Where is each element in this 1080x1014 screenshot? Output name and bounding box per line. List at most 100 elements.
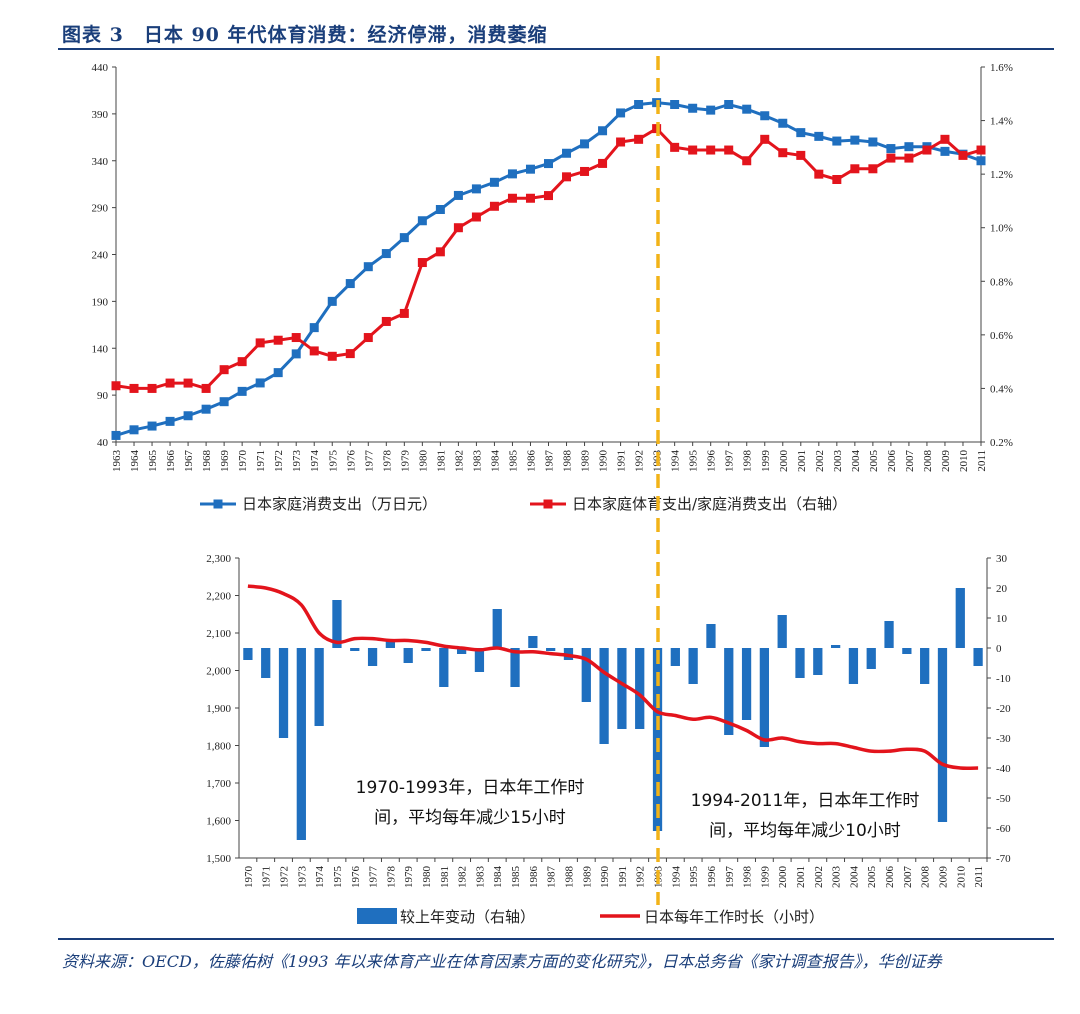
chart2-bar <box>848 648 859 684</box>
chart2-bar <box>741 648 752 720</box>
chart1-point <box>381 316 391 326</box>
chart1-x-tick-label: 1979 <box>399 450 411 473</box>
title-rule <box>58 48 1054 50</box>
chart1-point <box>471 184 481 194</box>
chart1-point <box>489 201 499 211</box>
chart1-x-tick-label: 1975 <box>327 450 339 473</box>
chart2-bar <box>456 648 467 654</box>
chart1-point <box>381 249 391 259</box>
chart2-x-tick-label: 2004 <box>848 866 860 889</box>
chart1-x-tick-label: 1984 <box>489 450 501 473</box>
chart2-right-tick-label: -50 <box>996 793 1011 805</box>
chart1-point <box>706 145 716 155</box>
chart1-point <box>201 383 211 393</box>
chart1-x-tick-label: 1971 <box>255 450 267 472</box>
chart1-x-tick-label: 1974 <box>309 450 321 473</box>
chart2-left-tick-label: 1,500 <box>206 853 231 865</box>
chart1-x-tick-label: 1980 <box>417 450 429 473</box>
chart1-left-tick-label: 140 <box>92 343 109 355</box>
chart2-x-tick-label: 1995 <box>688 866 700 889</box>
chart2-bar <box>777 615 787 648</box>
chart1-point <box>111 430 121 440</box>
chart2-right-tick-label: -10 <box>996 673 1011 685</box>
chart2-bar <box>866 648 876 669</box>
chart2-right-tick-label: -60 <box>996 823 1011 835</box>
chart2-bar <box>474 648 485 672</box>
chart1-x-tick-label: 1998 <box>742 450 754 473</box>
chart1-right-tick-label: 1.6% <box>990 62 1013 74</box>
chart2-x-tick-label: 2003 <box>831 866 843 889</box>
chart2-x-tick-label: 2007 <box>902 866 914 889</box>
chart1-point <box>219 397 229 407</box>
chart1-x-tick-label: 1968 <box>201 450 213 473</box>
chart2-bar <box>261 648 271 678</box>
chart1-x-tick-label: 1966 <box>165 450 177 473</box>
chart1-x-tick-label: 1978 <box>381 450 393 473</box>
chart2-left-tick-label: 1,600 <box>206 816 231 828</box>
chart2-x-tick-label: 2001 <box>795 866 807 888</box>
chart1-x-tick-label: 2008 <box>922 450 934 473</box>
chart1-x-tick-label: 2004 <box>850 450 862 473</box>
chart2-x-tick-label: 2006 <box>884 866 896 889</box>
chart1-point <box>291 349 301 359</box>
chart1-point <box>255 338 265 348</box>
chart2-x-tick-label: 1972 <box>279 866 291 888</box>
chart2-x-tick-label: 1978 <box>385 866 397 889</box>
chart2-x-tick-label: 1986 <box>528 866 540 889</box>
chart1-x-tick-label: 1963 <box>111 450 123 473</box>
chart2-bar <box>937 648 948 822</box>
chart2-legend-swatch-bar <box>357 908 397 924</box>
chart1-right-tick-label: 0.6% <box>990 330 1013 342</box>
chart2-bar <box>902 648 912 654</box>
chart2-hours-line <box>247 584 979 771</box>
chart1-point <box>345 279 355 289</box>
chart2-annotation-1b: 间，平均每年减少15小时 <box>374 808 566 828</box>
chart2-x-tick-label: 1974 <box>314 866 326 889</box>
chart2-left-tick-label: 2,000 <box>206 666 231 678</box>
chart1-x-tick-label: 1983 <box>471 450 483 473</box>
chart2-x-tick-label: 1973 <box>296 866 308 889</box>
chart1-x-tick-label: 2000 <box>778 450 790 473</box>
chart1-x-tick-label: 1970 <box>237 450 249 473</box>
chart2-left-tick-label: 1,900 <box>206 703 231 715</box>
chart2-bar <box>367 648 378 666</box>
chart1-point <box>471 212 481 222</box>
chart2-left-tick-label: 1,700 <box>206 778 231 790</box>
chart1-point <box>562 148 572 158</box>
chart2-right-tick-label: -40 <box>996 763 1011 775</box>
chart1-point <box>309 346 319 356</box>
chart2-right-tick-label: 0 <box>996 643 1002 655</box>
chart1-point <box>616 137 626 147</box>
chart1-x-tick-label: 2002 <box>814 450 826 472</box>
chart1-point <box>165 378 175 388</box>
chart2-x-tick-label: 2005 <box>866 866 878 889</box>
chart1-point <box>814 131 824 141</box>
chart1-x-tick-label: 1989 <box>580 450 592 473</box>
chart1-left-tick-label: 40 <box>97 437 109 449</box>
chart1-point <box>237 357 247 367</box>
chart1-point <box>291 333 301 343</box>
chart2-bar <box>332 600 342 648</box>
chart1-point <box>796 128 806 138</box>
chart1-legend-swatch-marker <box>543 499 553 509</box>
chart1-x-tick-label: 2011 <box>976 450 988 472</box>
chart1-x-tick-label: 1981 <box>435 450 447 472</box>
chart1-x-tick-label: 1982 <box>453 450 465 472</box>
chart2-left-tick-label: 1,800 <box>206 741 231 753</box>
chart2-x-tick-label: 1988 <box>563 866 575 889</box>
chart1-point <box>327 296 337 306</box>
chart1-point <box>273 335 283 345</box>
chart2-x-tick-label: 2010 <box>955 866 967 889</box>
chart2-x-tick-label: 1977 <box>368 866 380 889</box>
chart1-x-tick-label: 1965 <box>147 450 159 473</box>
chart2-x-tick-label: 2000 <box>777 866 789 889</box>
chart2-right-tick-label: 10 <box>996 613 1008 625</box>
chart1-point <box>363 333 373 343</box>
chart1-point <box>886 153 896 163</box>
chart2-x-tick-label: 1982 <box>457 866 469 888</box>
chart1-point <box>453 223 463 233</box>
chart1-x-tick-label: 1985 <box>507 450 519 473</box>
chart1-right-tick-label: 1.4% <box>990 116 1013 128</box>
chart1-x-tick-label: 2003 <box>832 450 844 473</box>
chart2-bar <box>510 648 520 687</box>
